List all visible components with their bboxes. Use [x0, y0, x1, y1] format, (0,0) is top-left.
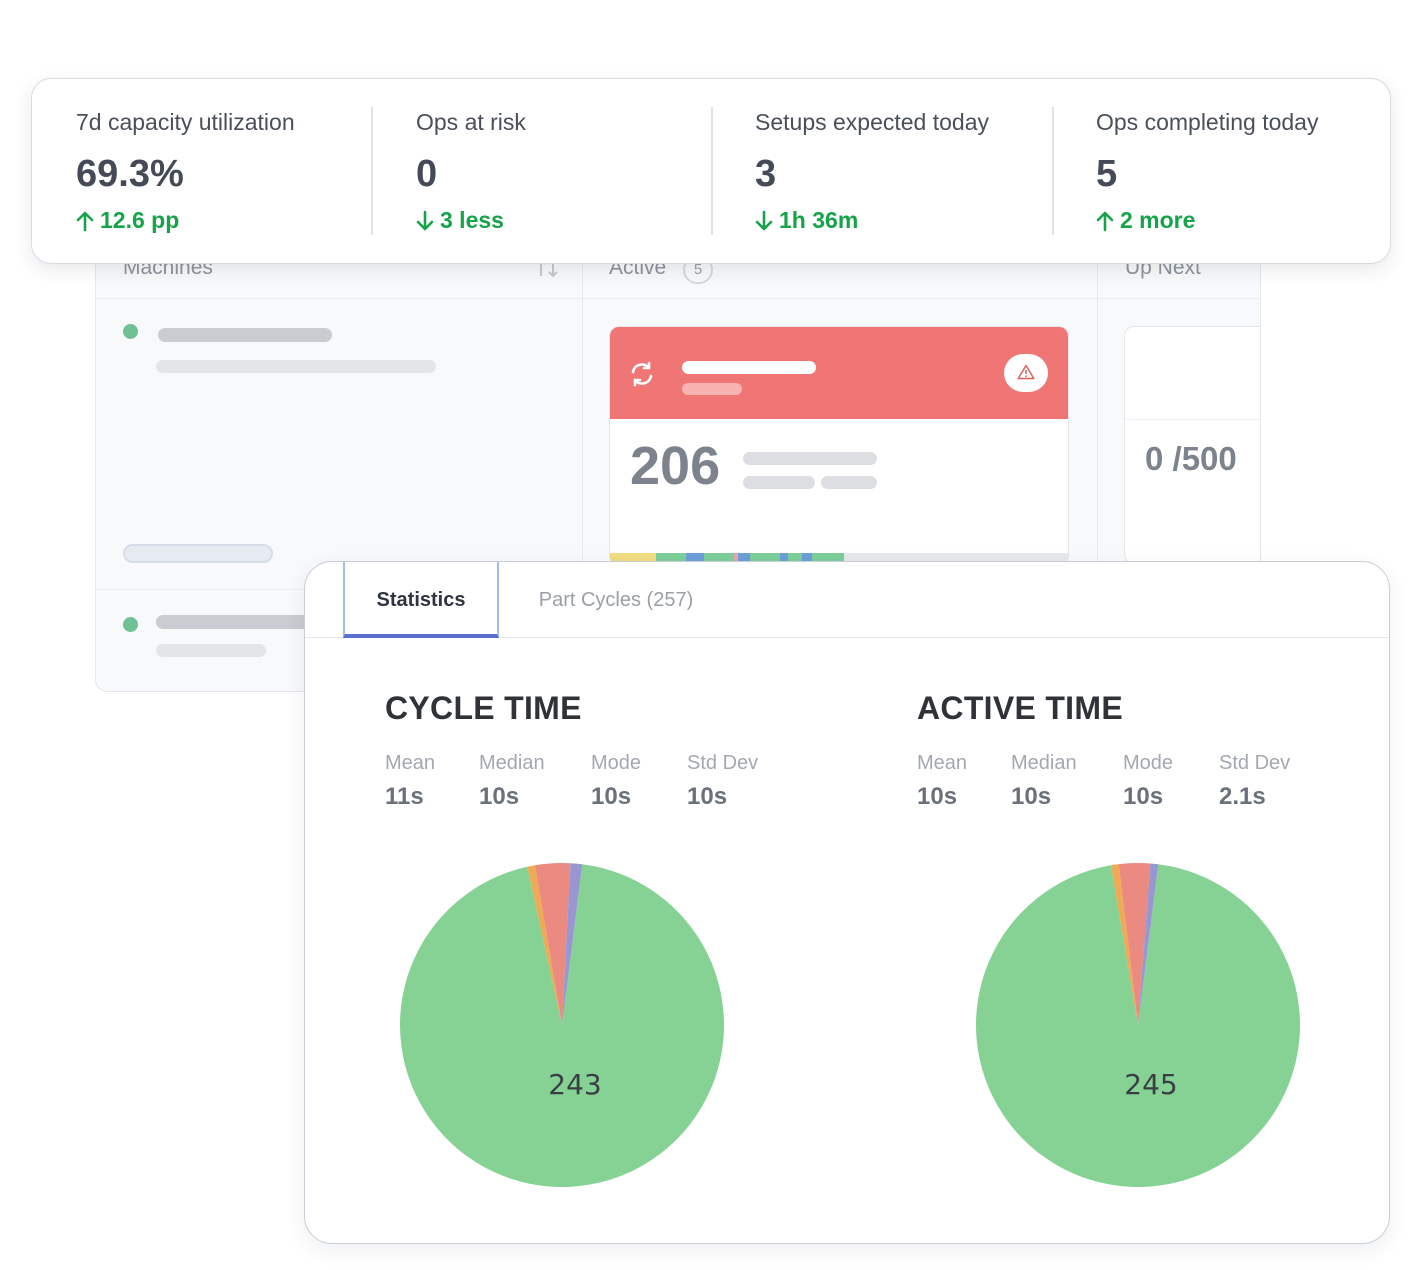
status-dot — [123, 324, 138, 339]
status-dot — [123, 617, 138, 632]
job-detail-placeholder — [743, 476, 815, 489]
arrow-down-icon — [416, 210, 434, 230]
job-card-header — [610, 327, 1068, 419]
sync-icon — [631, 361, 653, 387]
pie-slice[interactable] — [1138, 863, 1159, 1025]
machine-progress-bar — [123, 544, 273, 563]
arrow-up-icon — [76, 211, 94, 231]
job-detail-placeholder — [821, 476, 877, 489]
cycle-time-std-dev: Std Dev 10s — [687, 752, 758, 811]
pie-slice[interactable] — [399, 864, 724, 1187]
kpi-divider — [711, 107, 713, 235]
job-part-count: 206 — [630, 436, 721, 496]
statistics-panel: Statistics Part Cycles (257) CYCLE TIME … — [304, 561, 1390, 1244]
cycle-time-pie-chart: 243 — [399, 863, 724, 1187]
kpi-delta-text: 1h 36m — [779, 207, 859, 233]
machine-name-placeholder — [156, 615, 336, 629]
kpi-delta: 1h 36m — [755, 207, 858, 234]
up-next-job-card[interactable]: 0 /500 — [1124, 326, 1260, 564]
kpi-label: Ops at risk — [416, 109, 526, 135]
metric-value: 2.1s — [1219, 783, 1266, 810]
panel-tabs: Statistics Part Cycles (257) — [305, 562, 1389, 638]
kpi-divider — [1052, 107, 1054, 235]
metric-label: Mode — [591, 752, 642, 774]
pie-slice[interactable] — [534, 863, 571, 1025]
metric-label: Mean — [385, 752, 436, 774]
kpi-delta: 3 less — [416, 207, 504, 234]
job-title-placeholder — [682, 361, 816, 374]
metric-value: 11s — [385, 783, 424, 810]
kpi-value: 5 — [1096, 153, 1118, 195]
kpi-delta-text: 3 less — [440, 207, 504, 233]
metric-label: Median — [1011, 752, 1077, 774]
metric-label: Mean — [917, 752, 968, 774]
machine-board: Machines Active 5 — [95, 230, 1261, 692]
kpi-delta-text: 12.6 pp — [100, 207, 180, 233]
metric-value: 10s — [917, 783, 958, 810]
cycle-time-title: CYCLE TIME — [385, 690, 582, 726]
kpi-value: 0 — [416, 153, 438, 195]
metric-label: Std Dev — [687, 752, 759, 774]
active-time-title: ACTIVE TIME — [917, 690, 1123, 726]
pie-slice[interactable] — [527, 865, 562, 1025]
metric-value: 10s — [591, 783, 632, 810]
card-divider — [1125, 419, 1260, 420]
warning-icon — [1017, 364, 1035, 380]
tab-statistics[interactable]: Statistics — [343, 562, 499, 638]
machines-column: Machines — [96, 231, 583, 691]
kpi-delta: 12.6 pp — [76, 207, 179, 234]
machine-detail-placeholder — [156, 360, 436, 373]
arrow-down-icon — [755, 210, 773, 230]
cycle-time-median: Median 10s — [479, 752, 545, 811]
active-time-median: Median 10s — [1011, 752, 1077, 811]
kpi-value: 69.3% — [76, 153, 184, 195]
cycle-time-mode: Mode 10s — [591, 752, 641, 811]
up-next-part-ratio: 0 /500 — [1145, 440, 1237, 477]
metric-value: 10s — [1011, 783, 1052, 810]
metric-value: 10s — [1123, 783, 1164, 810]
metric-value: 10s — [687, 783, 728, 810]
pie-slice-label: 243 — [548, 1068, 601, 1101]
job-detail-placeholder — [743, 452, 877, 465]
active-time-mean: Mean 10s — [917, 752, 967, 811]
job-subtitle-placeholder — [682, 383, 742, 395]
active-job-card[interactable]: 206 — [609, 326, 1069, 566]
pie-slice-label: 245 — [1124, 1068, 1177, 1101]
kpi-value: 3 — [755, 153, 777, 195]
metric-label: Std Dev — [1219, 752, 1291, 774]
tab-part-cycles[interactable]: Part Cycles (257) — [538, 589, 694, 611]
pie-slice[interactable] — [976, 864, 1300, 1187]
kpi-summary-card: 7d capacity utilization 69.3% 12.6 pp Op… — [31, 78, 1391, 264]
active-column: Active 5 — [583, 231, 1098, 691]
active-time-std-dev: Std Dev 2.1s — [1219, 752, 1290, 811]
metric-label: Median — [479, 752, 545, 774]
active-time-pie-chart: 245 — [976, 863, 1300, 1187]
kpi-delta-text: 2 more — [1120, 207, 1196, 233]
metric-value: 10s — [479, 783, 520, 810]
machine-name-placeholder — [158, 328, 332, 342]
active-time-mode: Mode 10s — [1123, 752, 1173, 811]
warning-button[interactable] — [1004, 354, 1048, 392]
metric-label: Mode — [1123, 752, 1174, 774]
pie-slice[interactable] — [562, 863, 583, 1025]
kpi-label: Setups expected today — [755, 109, 989, 135]
pie-slice[interactable] — [1118, 863, 1151, 1025]
machine-detail-placeholder — [156, 644, 266, 657]
pie-slice[interactable] — [1110, 864, 1138, 1025]
arrow-up-icon — [1096, 211, 1114, 231]
cycle-time-mean: Mean 11s — [385, 752, 435, 811]
kpi-label: 7d capacity utilization — [76, 109, 295, 135]
kpi-divider — [371, 107, 373, 235]
kpi-delta: 2 more — [1096, 207, 1195, 234]
kpi-label: Ops completing today — [1096, 109, 1319, 135]
